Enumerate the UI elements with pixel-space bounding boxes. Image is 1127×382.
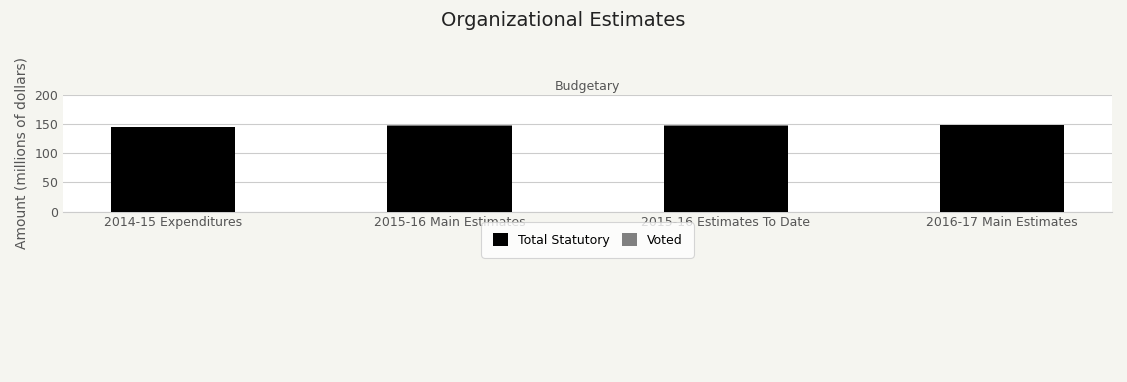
Bar bbox=[388, 126, 512, 212]
Bar bbox=[664, 126, 788, 212]
Text: Organizational Estimates: Organizational Estimates bbox=[442, 11, 685, 31]
Y-axis label: Amount (millions of dollars): Amount (millions of dollars) bbox=[15, 57, 29, 249]
Legend: Total Statutory, Voted: Total Statutory, Voted bbox=[485, 225, 690, 254]
Title: Budgetary: Budgetary bbox=[554, 79, 620, 92]
Bar bbox=[940, 125, 1064, 212]
Bar bbox=[110, 128, 236, 212]
